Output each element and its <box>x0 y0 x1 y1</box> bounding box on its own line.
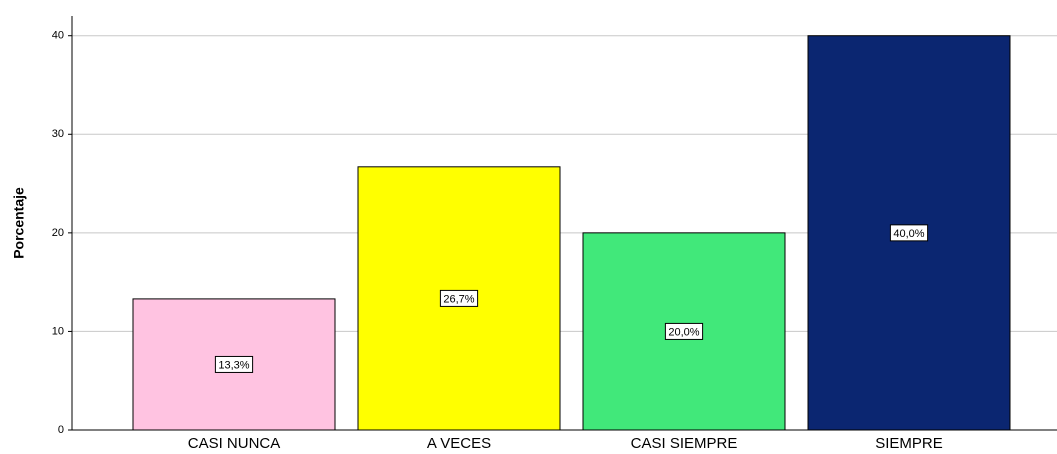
value-label-box <box>439 289 479 307</box>
y-axis-label: Porcentaje <box>11 187 27 259</box>
y-tick-label: 10 <box>52 325 64 337</box>
y-tick-label: 30 <box>52 128 64 140</box>
x-tick-label: CASI SIEMPRE <box>631 435 738 452</box>
value-label: 20,0% <box>668 326 699 338</box>
value-label: 13,3% <box>218 359 249 371</box>
value-label-box <box>889 224 929 242</box>
x-tick-label: SIEMPRE <box>875 435 943 452</box>
x-tick-label: A VECES <box>427 435 491 452</box>
y-tick-label: 0 <box>58 424 64 436</box>
value-label: 26,7% <box>443 293 474 305</box>
value-label-box <box>214 355 254 373</box>
x-tick-label: CASI NUNCA <box>188 435 281 452</box>
y-tick-label: 20 <box>52 227 64 239</box>
value-label-box <box>664 322 704 340</box>
value-label: 40,0% <box>893 228 924 240</box>
y-tick-label: 40 <box>52 30 64 42</box>
